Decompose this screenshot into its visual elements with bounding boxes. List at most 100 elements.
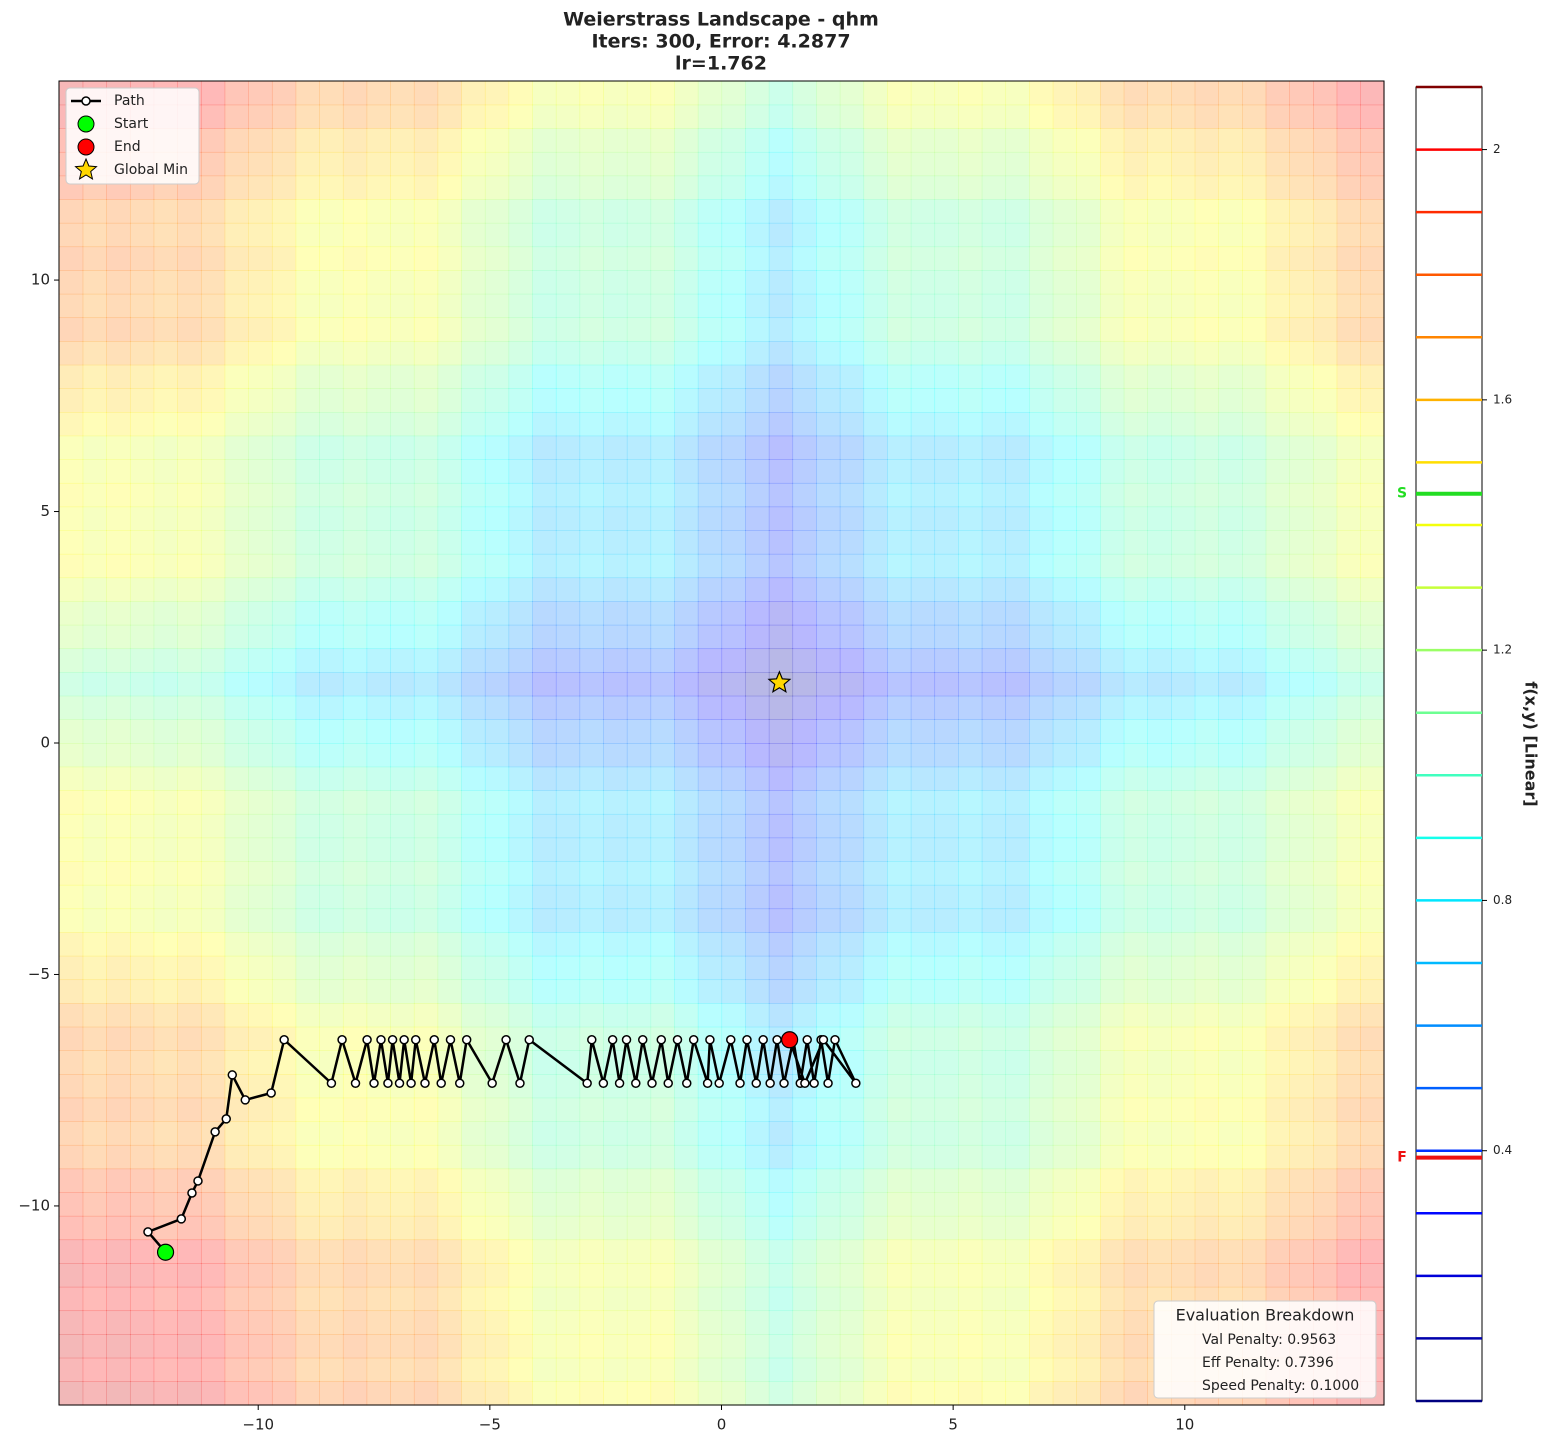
landscape-cell <box>106 719 131 744</box>
landscape-cell <box>224 908 249 933</box>
landscape-cell <box>461 601 486 626</box>
landscape-cell <box>295 837 320 862</box>
landscape-cell <box>508 222 533 248</box>
landscape-cell <box>1313 364 1338 389</box>
landscape-cell <box>1100 1050 1125 1075</box>
landscape-cell <box>650 1215 675 1241</box>
landscape-cell <box>532 1050 557 1075</box>
landscape-cell <box>745 1381 770 1406</box>
landscape-cell <box>1313 459 1338 484</box>
landscape-cell <box>603 459 628 484</box>
landscape-cell <box>484 1121 510 1146</box>
landscape-cell <box>1194 695 1219 720</box>
landscape-cell <box>697 813 723 839</box>
landscape-cell <box>910 743 936 768</box>
landscape-cell <box>484 861 510 886</box>
landscape-cell <box>484 837 510 862</box>
landscape-cell <box>224 151 249 177</box>
landscape-cell <box>1123 837 1148 862</box>
landscape-cell <box>342 104 368 129</box>
landscape-cell <box>1218 246 1243 271</box>
landscape-cell <box>59 1097 84 1122</box>
landscape-cell <box>816 601 841 626</box>
landscape-cell <box>532 648 557 673</box>
landscape-cell <box>532 1121 557 1146</box>
landscape-cell <box>981 1121 1007 1146</box>
landscape-cell <box>177 1310 202 1335</box>
landscape-cell <box>1171 601 1196 626</box>
landscape-cell <box>1194 128 1219 153</box>
landscape-cell <box>745 270 770 295</box>
landscape-cell <box>579 199 604 224</box>
landscape-cell <box>390 553 415 579</box>
landscape-cell <box>106 813 131 839</box>
landscape-cell <box>200 1239 226 1264</box>
landscape-cell <box>603 1310 628 1335</box>
landscape-cell <box>461 270 486 295</box>
landscape-cell <box>1147 388 1172 413</box>
landscape-cell <box>82 222 107 248</box>
landscape-cell <box>532 246 557 271</box>
landscape-cell <box>390 908 415 933</box>
landscape-cell <box>484 388 510 413</box>
landscape-cell <box>129 1074 155 1099</box>
landscape-cell <box>177 932 202 957</box>
landscape-cell <box>342 672 368 697</box>
landscape-cell <box>1265 270 1290 295</box>
landscape-cell <box>863 506 888 531</box>
landscape-cell <box>1029 861 1054 886</box>
landscape-cell <box>839 246 865 271</box>
landscape-cell <box>153 530 178 555</box>
landscape-cell <box>1052 1215 1078 1241</box>
landscape-cell <box>1360 1026 1385 1051</box>
landscape-cell <box>82 577 107 602</box>
landscape-cell <box>721 553 746 579</box>
landscape-cell <box>319 837 344 862</box>
landscape-cell <box>1336 341 1361 366</box>
landscape-cell <box>768 837 794 862</box>
landscape-cell <box>224 1381 249 1406</box>
landscape-cell <box>650 341 675 366</box>
landscape-cell <box>768 1168 794 1193</box>
path-point <box>705 1034 715 1045</box>
landscape-cell <box>650 553 675 579</box>
landscape-cell <box>816 979 841 1004</box>
landscape-cell <box>82 1050 107 1075</box>
landscape-cell <box>508 553 533 579</box>
landscape-cell <box>342 364 368 389</box>
landscape-cell <box>484 104 510 129</box>
landscape-cell <box>1076 530 1101 555</box>
landscape-cell <box>224 388 249 413</box>
landscape-cell <box>863 459 888 484</box>
landscape-cell <box>532 1074 557 1099</box>
landscape-cell <box>1147 341 1172 366</box>
landscape-cell <box>650 1239 675 1264</box>
landscape-cell <box>319 553 344 579</box>
landscape-cell <box>1052 719 1078 744</box>
landscape-cell <box>1265 128 1290 153</box>
landscape-cell <box>863 270 888 295</box>
landscape-cell <box>934 222 959 248</box>
landscape-cell <box>697 1357 723 1382</box>
landscape-cell <box>508 81 533 106</box>
landscape-cell <box>958 81 983 106</box>
landscape-cell <box>271 1263 297 1288</box>
path-point <box>193 1176 203 1186</box>
path-point <box>607 1034 618 1045</box>
landscape-cell <box>366 884 391 910</box>
landscape-cell <box>153 790 178 815</box>
landscape-cell <box>271 672 297 697</box>
landscape-cell <box>1242 695 1267 720</box>
landscape-cell <box>768 813 794 839</box>
landscape-cell <box>958 577 983 602</box>
landscape-cell <box>697 837 723 862</box>
landscape-cell <box>839 1310 865 1335</box>
landscape-cell <box>934 1074 959 1099</box>
landscape-cell <box>650 932 675 957</box>
landscape-cell <box>745 1003 770 1028</box>
landscape-cell <box>887 743 912 768</box>
landscape-cell <box>1336 270 1361 295</box>
landscape-cell <box>697 104 723 129</box>
landscape-cell <box>745 932 770 957</box>
landscape-cell <box>1313 955 1338 981</box>
